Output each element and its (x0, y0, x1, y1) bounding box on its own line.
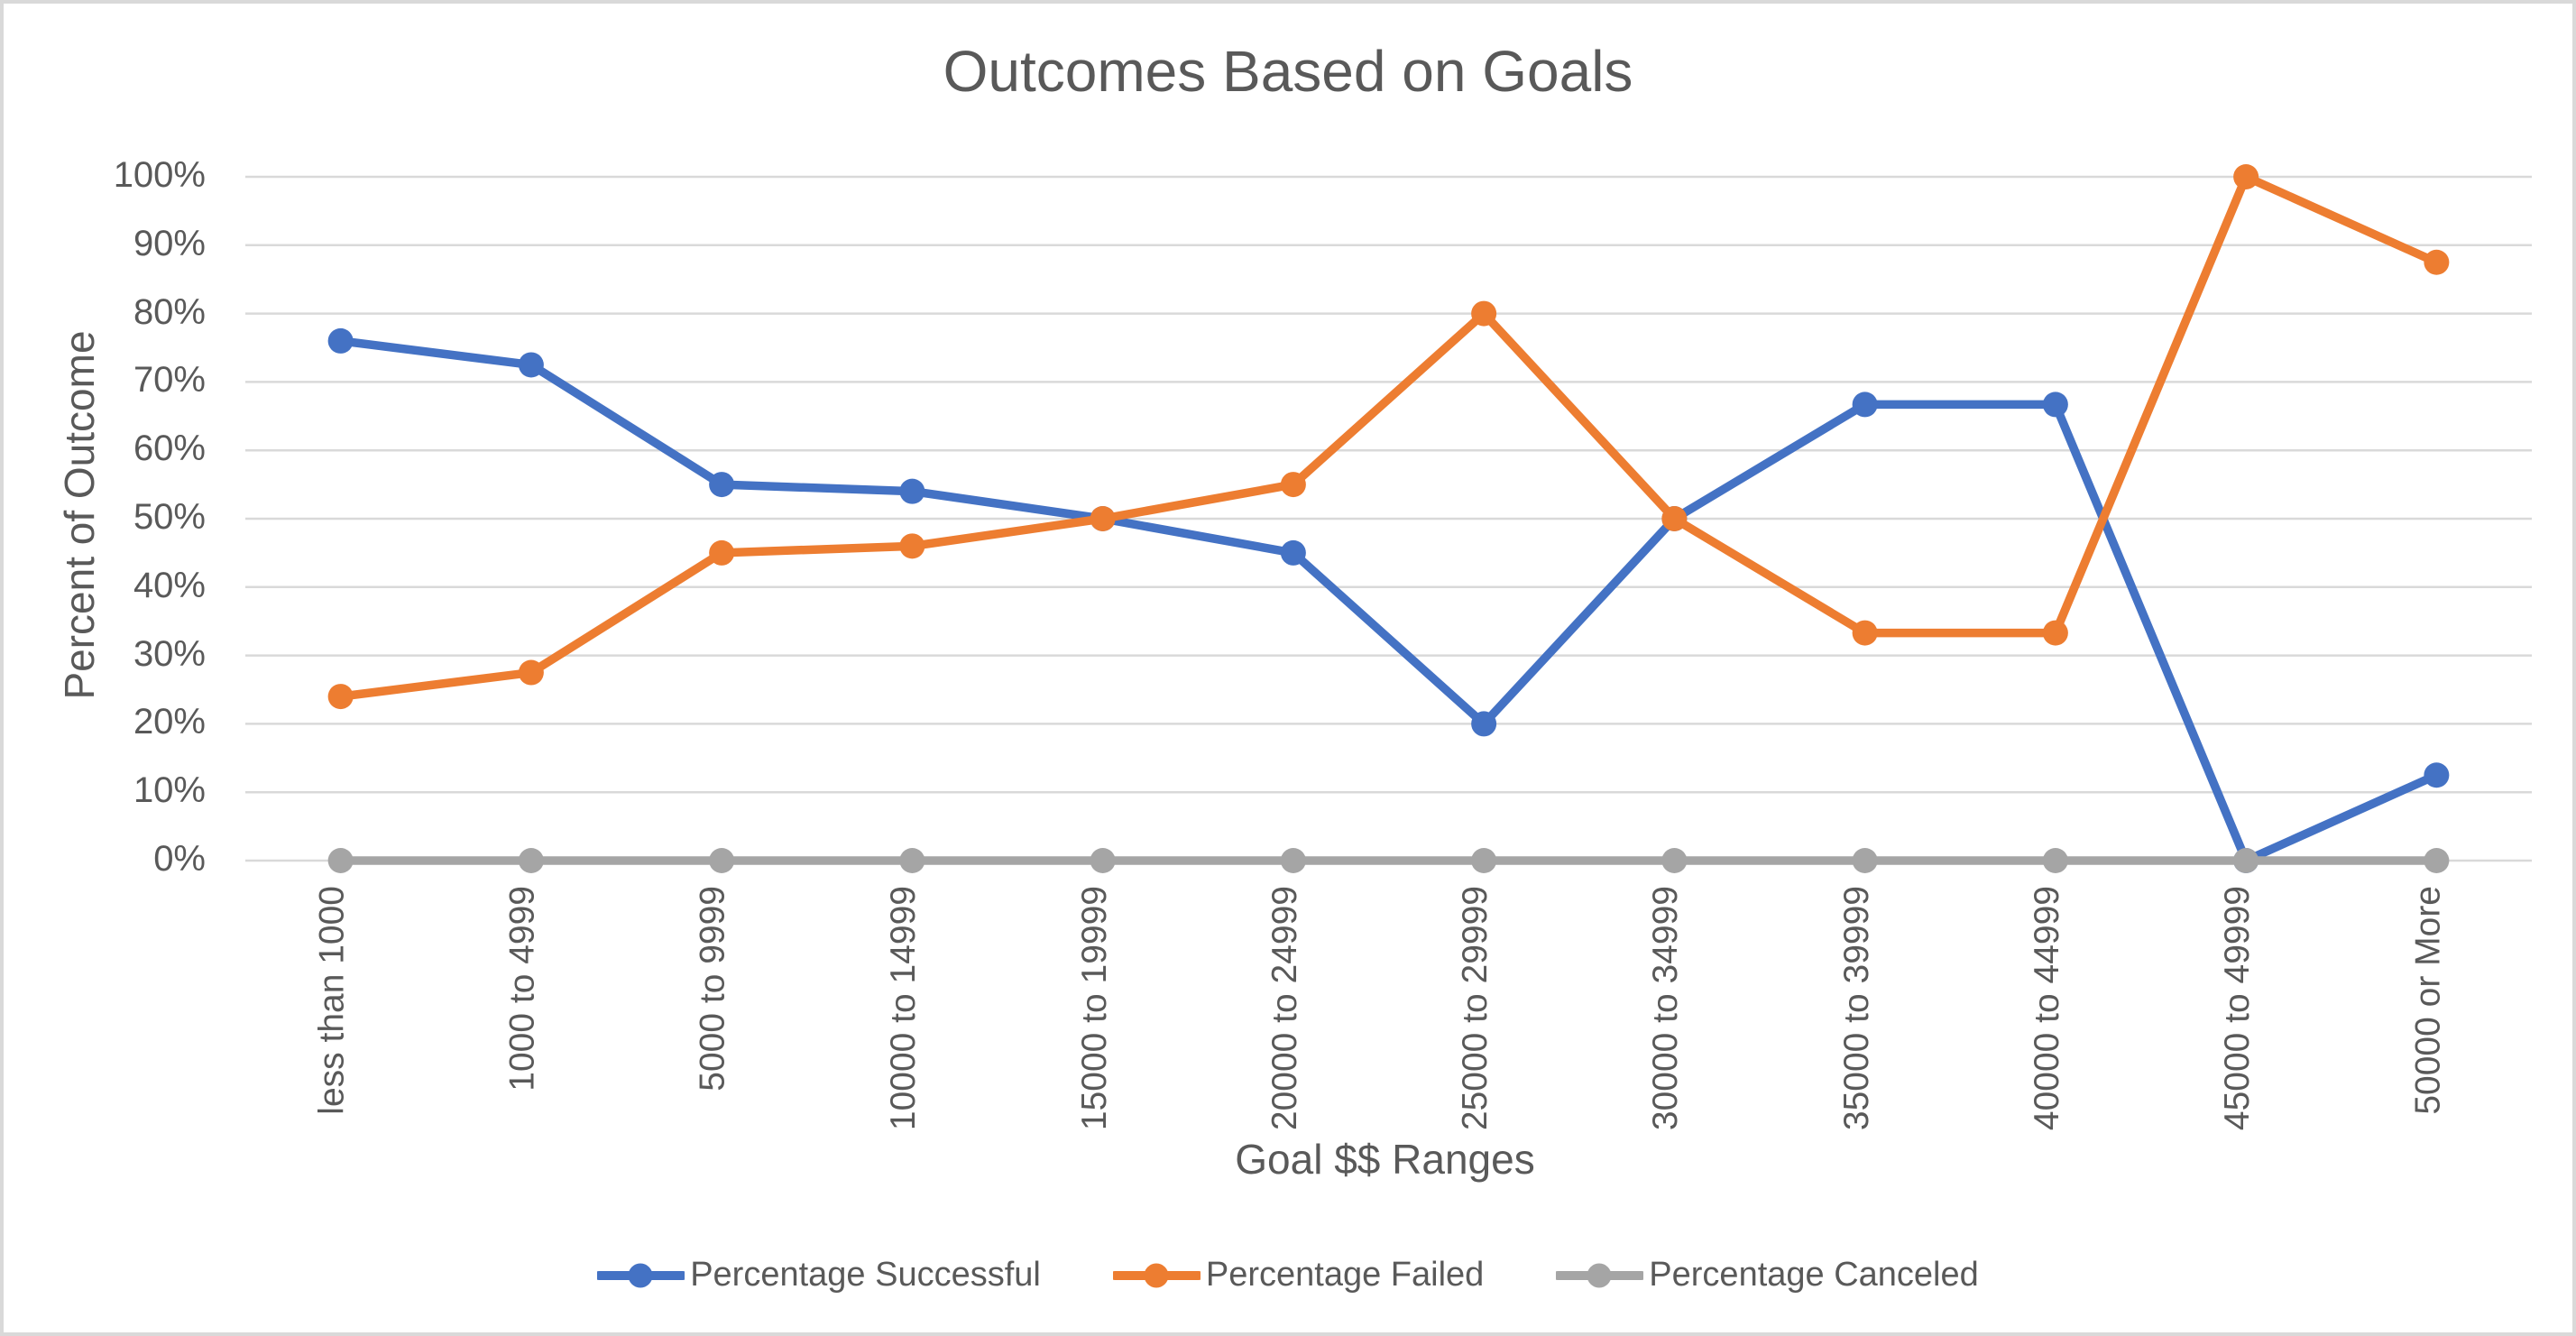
data-point-marker (2233, 164, 2259, 189)
series-line (336, 336, 2442, 865)
x-axis-title: Goal $$ Ranges (1235, 1136, 1535, 1183)
x-tick-label: 40000 to 44999 (2027, 886, 2066, 1131)
data-point-marker (709, 539, 735, 566)
legend-line-marker-icon (597, 1263, 685, 1287)
legend-item: Percentage Canceled (1556, 1256, 1979, 1295)
data-point-marker (1852, 848, 1878, 873)
data-point-marker (2042, 620, 2068, 646)
x-tick-label: 10000 to 14999 (884, 886, 924, 1131)
data-point-marker (327, 327, 354, 354)
data-point-marker (1471, 300, 1497, 327)
data-point-marker (899, 533, 925, 559)
y-tick-label: 80% (133, 291, 206, 332)
y-tick-label: 0% (153, 839, 206, 879)
legend-line-marker-icon (1556, 1263, 1644, 1287)
y-tick-label: 10% (133, 770, 206, 811)
data-point-marker (327, 684, 354, 710)
data-point-marker (1280, 472, 1306, 498)
x-tick-label: 15000 to 19999 (1074, 886, 1114, 1131)
data-point-marker (1471, 848, 1497, 873)
y-axis-title: Percent of Outcome (56, 330, 103, 700)
data-point-marker (2424, 848, 2450, 873)
data-point-marker (2042, 392, 2068, 418)
data-point-marker (518, 848, 544, 873)
legend-label: Percentage Failed (1205, 1256, 1485, 1294)
data-point-marker (1280, 848, 1306, 873)
x-tick-label: 1000 to 4999 (502, 886, 542, 1092)
y-tick-label: 20% (133, 702, 206, 742)
legend-line-marker-icon (1112, 1263, 1201, 1287)
x-tick-label: 5000 to 9999 (694, 886, 733, 1092)
data-point-marker (518, 352, 544, 378)
data-point-marker (518, 659, 544, 686)
y-tick-label: 40% (133, 565, 206, 605)
x-tick-label: 20000 to 24999 (1265, 886, 1304, 1131)
data-point-marker (2424, 249, 2450, 275)
y-tick-label: 30% (133, 633, 206, 674)
data-point-marker (1661, 506, 1688, 531)
legend: Percentage Successful Percentage Failed Pe… (4, 1256, 2572, 1295)
data-point-marker (1090, 506, 1116, 531)
x-tick-label: less than 1000 (312, 886, 352, 1115)
data-point-marker (1852, 620, 1878, 646)
x-tick-label: 45000 to 49999 (2218, 886, 2258, 1131)
y-tick-label: 90% (133, 223, 206, 263)
y-tick-label: 60% (133, 428, 206, 469)
data-point-marker (709, 472, 735, 498)
x-tick-label: 50000 or More (2408, 886, 2448, 1115)
data-point-marker (1661, 848, 1688, 873)
data-point-marker (709, 848, 735, 873)
x-tick-label: 25000 to 29999 (1456, 886, 1495, 1131)
y-tick-label: 50% (133, 497, 206, 537)
plot-area (245, 164, 2532, 873)
legend-item: Percentage Failed (1112, 1256, 1485, 1295)
data-point-marker (2424, 762, 2450, 788)
legend-label: Percentage Canceled (1649, 1256, 1979, 1294)
chart-title: Outcomes Based on Goals (943, 39, 1633, 104)
series-line (336, 172, 2442, 701)
x-tick-label: 30000 to 34999 (1646, 886, 1686, 1131)
y-tick-label: 70% (133, 360, 206, 401)
data-point-marker (1852, 392, 1878, 418)
legend-label: Percentage Successful (690, 1256, 1041, 1294)
y-tick-label: 100% (113, 155, 206, 195)
data-point-marker (899, 848, 925, 873)
data-point-marker (1471, 711, 1497, 737)
legend-item: Percentage Successful (597, 1256, 1041, 1295)
data-point-marker (899, 478, 925, 504)
data-point-marker (1280, 539, 1306, 566)
data-point-marker (327, 848, 354, 873)
data-point-marker (2042, 848, 2068, 873)
x-tick-label: 35000 to 39999 (1836, 886, 1876, 1131)
data-point-marker (2233, 848, 2259, 873)
data-point-marker (1090, 848, 1116, 873)
